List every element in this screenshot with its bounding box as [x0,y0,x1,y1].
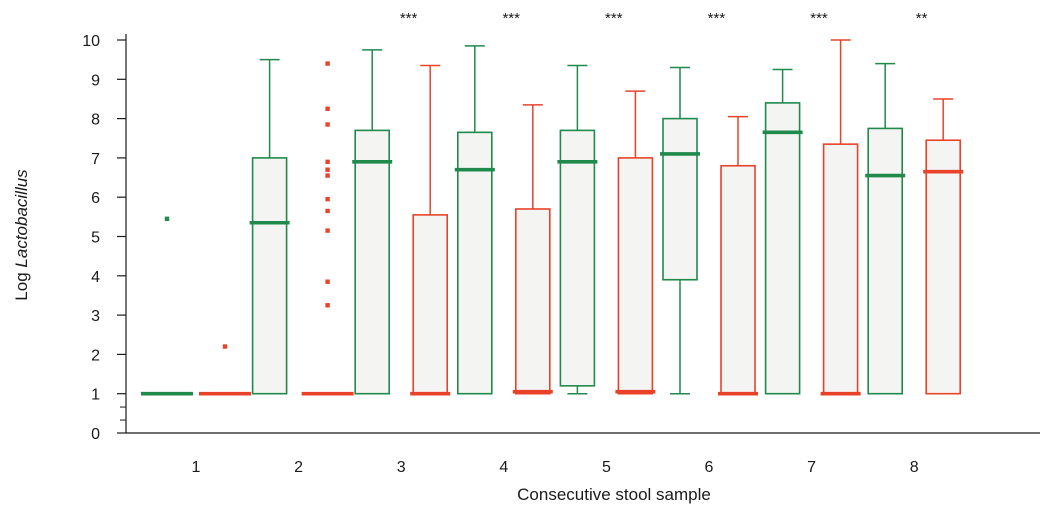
box-green-sample-3 [352,49,393,395]
x-tick-label: 3 [397,459,406,476]
y-axis-title-italic: Lactobacillus [12,169,31,268]
box-iqr [514,208,551,395]
outlier-point [222,344,228,349]
box-red-sample-2 [301,61,354,396]
y-tick-label: 6 [91,190,100,207]
x-axis-ticks: 1 2 3 4 5 6 7 8 [192,459,919,476]
box-red-sample-7 [820,39,861,396]
y-tick-label: 7 [91,151,100,168]
box-green-sample-5 [557,64,598,395]
y-tick-label: 1 [91,387,100,404]
y-tick-label: 3 [91,308,100,325]
box-iqr [822,143,859,395]
box-iqr [662,117,698,281]
box-green-sample-6 [660,66,700,395]
significance-marker: *** [605,10,623,27]
box-red-sample-5 [615,90,656,395]
y-tick-label: 4 [91,269,100,286]
box-iqr [720,164,756,395]
box-iqr [617,157,654,395]
box-red-sample-8 [923,98,964,395]
x-tick-label: 7 [807,459,816,476]
significance-marker: *** [502,10,520,27]
box-iqr [251,157,288,395]
box-red-sample-1 [199,344,251,396]
outlier-point [325,159,330,165]
y-tick-label: 2 [91,347,100,364]
box-iqr [354,129,391,395]
outlier-point [325,196,330,202]
significance-marker: *** [810,10,828,27]
x-tick-label: 4 [499,459,508,476]
box-green-sample-2 [249,58,290,395]
box-iqr [412,214,449,395]
x-tick-label: 8 [910,459,919,476]
outlier-point [325,228,330,233]
outlier-point [325,303,330,308]
y-axis-ticks: 0 1 2 3 4 5 6 7 8 9 10 [82,33,126,443]
box-iqr [925,139,962,395]
outlier-point [164,216,170,222]
box-red-sample-4 [512,104,553,395]
outlier-point [325,122,330,127]
y-tick-label: 8 [91,112,100,129]
significance-marker: *** [708,10,726,27]
significance-marker: ** [916,10,928,27]
x-tick-label: 1 [192,459,201,476]
box-green-sample-7 [762,68,803,395]
outlier-point [325,279,330,284]
outlier-point [325,106,330,111]
x-tick-label: 5 [602,459,611,476]
outlier-point [325,173,330,178]
y-tick-label: 10 [82,33,100,50]
box-groups [141,39,964,396]
outlier-point [325,208,330,214]
box-green-sample-4 [454,45,495,395]
x-tick-label: 6 [705,459,714,476]
outlier-point [325,167,330,172]
box-green-sample-8 [865,62,906,395]
box-iqr [867,127,904,395]
y-tick-label: 9 [91,72,100,89]
box-iqr [764,102,801,395]
x-axis-title: Consecutive stool sample [517,485,711,504]
box-red-sample-6 [718,115,758,396]
y-axis-title: Log Lactobacillus [12,169,31,301]
significance-markers: *** *** *** *** *** ** [400,10,928,27]
y-tick-label: 5 [91,230,100,247]
x-tick-label: 2 [294,459,303,476]
box-green-sample-1 [141,216,193,396]
outlier-point [325,61,330,66]
y-axis-title-prefix: Log [12,268,31,301]
significance-marker: *** [400,10,418,27]
box-iqr [559,129,596,387]
y-tick-label: 0 [91,426,100,443]
box-iqr [456,131,493,395]
box-red-sample-3 [410,64,451,396]
